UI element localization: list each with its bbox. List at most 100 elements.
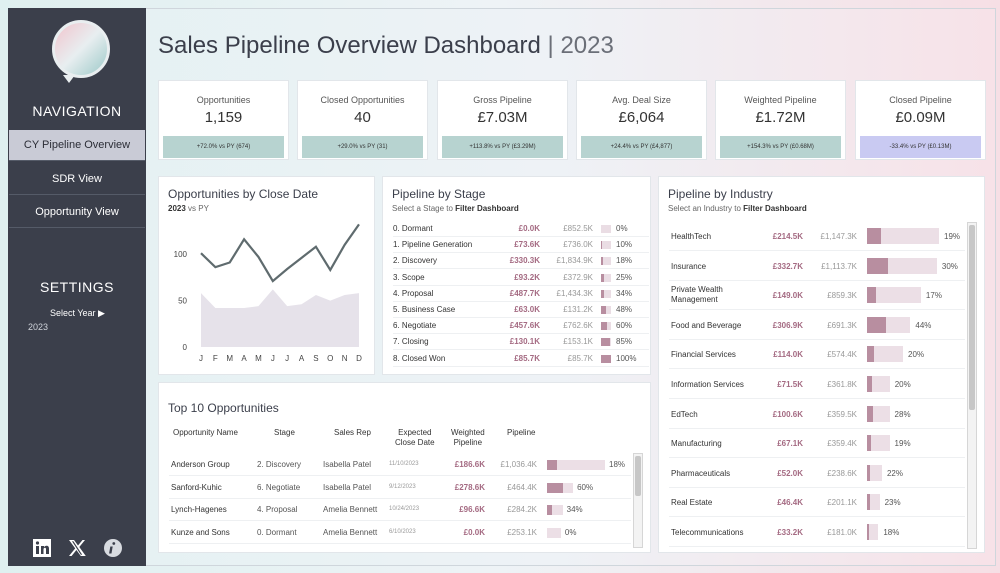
- column-header-stage[interactable]: Stage: [274, 428, 295, 437]
- column-header-name[interactable]: Opportunity Name: [173, 428, 238, 437]
- kpi-label: Closed Opportunities: [320, 95, 405, 105]
- linkedin-icon[interactable]: [32, 538, 52, 558]
- industry-cy-value: £332.7K: [772, 261, 803, 271]
- scroll-thumb[interactable]: [635, 456, 641, 496]
- opp-stage: 6. Negotiate: [257, 482, 301, 492]
- industry-pct: 17%: [925, 291, 942, 301]
- kpi-card-gross-pipeline[interactable]: Gross Pipeline £7.03M +113.8% vs PY (£3.…: [437, 80, 568, 160]
- industry-row[interactable]: Insurance £332.7K £1,113.7K 30%: [669, 252, 965, 281]
- industry-cy-value: £71.5K: [777, 380, 803, 389]
- industry-row[interactable]: Private Wealth Management £149.0K £859.3K 1…: [669, 281, 965, 311]
- industry-name: Real Estate: [671, 498, 713, 508]
- stage-py-value: £131.2K: [563, 305, 593, 314]
- cy-line-series[interactable]: [200, 223, 360, 283]
- industry-py-value: £574.4K: [827, 350, 857, 360]
- stage-row[interactable]: 8. Closed Won £85.7K £85.7K 100%: [393, 351, 649, 367]
- stage-row[interactable]: 0. Dormant £0.0K £852.5K 0%: [393, 221, 649, 237]
- x-twitter-icon[interactable]: [67, 538, 87, 558]
- industry-pct: 18%: [883, 528, 900, 537]
- industry-row[interactable]: Financial Services £114.0K £574.4K 20%: [669, 340, 965, 370]
- stage-py-value: £762.6K: [563, 321, 593, 331]
- stage-bar-fill: [601, 273, 604, 282]
- stage-row[interactable]: 6. Negotiate £457.6K £762.6K 60%: [393, 318, 649, 335]
- stage-row[interactable]: 5. Business Case £63.0K £131.2K 48%: [393, 302, 649, 318]
- industry-bar: [867, 376, 890, 392]
- nav-item-opportunity-view[interactable]: Opportunity View: [9, 197, 145, 228]
- stage-row[interactable]: 4. Proposal £487.7K £1,434.3K 34%: [393, 286, 649, 302]
- py-area-series[interactable]: [201, 289, 359, 347]
- nav-item-sdr-view[interactable]: SDR View: [9, 164, 145, 195]
- industry-py-value: £181.0K: [827, 528, 857, 537]
- table-row[interactable]: Sanford-Kuhic 6. Negotiate Isabella Patel 9…: [169, 476, 631, 499]
- x-tick-label: J: [271, 354, 275, 363]
- kpi-card-weighted-pipeline[interactable]: Weighted Pipeline £1.72M +154.3% vs PY (…: [715, 80, 846, 160]
- x-tick-label: D: [356, 354, 362, 363]
- stage-row[interactable]: 3. Scope £93.2K £372.9K 25%: [393, 270, 649, 286]
- stage-py-value: £736.0K: [563, 240, 593, 250]
- industry-row[interactable]: Food and Beverage £306.9K £691.3K 44%: [669, 311, 965, 340]
- stage-bar: [601, 273, 611, 282]
- stage-pct: 18%: [616, 256, 633, 266]
- stage-py-value: £85.7K: [567, 353, 593, 363]
- column-header-close[interactable]: Expected Close Date: [395, 428, 435, 447]
- stage-name: 1. Pipeline Generation: [393, 240, 473, 250]
- industry-bar-fill: [867, 464, 871, 481]
- kpi-card-closed-opportunities[interactable]: Closed Opportunities 40 +29.0% vs PY (31…: [297, 80, 428, 160]
- industry-scrollbar[interactable]: [967, 222, 977, 549]
- industry-cy-value: £100.6K: [772, 409, 803, 419]
- nav-item-cy-pipeline-overview[interactable]: CY Pipeline Overview: [9, 130, 145, 161]
- stage-row[interactable]: 2. Discovery £330.3K £1,834.9K 18%: [393, 253, 649, 270]
- column-header-pipeline[interactable]: Pipeline: [507, 428, 536, 437]
- stage-row[interactable]: 7. Closing £130.1K £153.1K 85%: [393, 334, 649, 351]
- opp-close-date: 10/24/2023: [389, 506, 420, 512]
- stage-bar: [601, 354, 611, 363]
- opp-pipeline: £284.2K: [507, 505, 537, 514]
- industry-pct: 19%: [894, 439, 911, 449]
- industry-row[interactable]: HealthTech £214.5K £1,147.3K 19%: [669, 222, 965, 251]
- kpi-card-avg-deal-size[interactable]: Avg. Deal Size £6,064 +24.4% vs PY (£4,8…: [576, 80, 707, 160]
- industry-cy-value: £52.0K: [777, 468, 803, 478]
- industry-cy-value: £46.4K: [777, 498, 803, 508]
- panel-title: Opportunities by Close Date: [168, 187, 319, 201]
- kpi-card-opportunities[interactable]: Opportunities 1,159 +72.0% vs PY (674): [158, 80, 289, 160]
- stage-pct: 10%: [616, 240, 633, 250]
- scroll-thumb[interactable]: [969, 225, 975, 410]
- table-row[interactable]: Kunze and Sons 0. Dormant Amelia Bennett 6/…: [169, 521, 631, 544]
- industry-row[interactable]: Information Services £71.5K £361.8K 20%: [669, 370, 965, 399]
- opp-name: Anderson Group: [171, 460, 230, 469]
- industry-row[interactable]: Manufacturing £67.1K £359.4K 19%: [669, 429, 965, 459]
- opp-bar: [547, 460, 605, 470]
- industry-bar: [867, 287, 921, 304]
- industry-cy-value: £114.0K: [773, 350, 803, 360]
- stage-py-value: £852.5K: [563, 224, 593, 233]
- column-header-weighted[interactable]: Weighted Pipeline: [451, 428, 485, 447]
- stage-row[interactable]: 1. Pipeline Generation £73.6K £736.0K 10%: [393, 237, 649, 254]
- industry-row[interactable]: Real Estate £46.4K £201.1K 23%: [669, 488, 965, 518]
- stage-name: 4. Proposal: [393, 288, 434, 298]
- kpi-card-closed-pipeline[interactable]: Closed Pipeline £0.09M -33.4% vs PY (£0.…: [855, 80, 986, 160]
- opp-pct: 60%: [577, 482, 594, 492]
- industry-row[interactable]: Telecommunications £33.2K £181.0K 18%: [669, 518, 965, 547]
- select-year-label[interactable]: Select Year ▶: [50, 308, 105, 318]
- industry-bar-fill: [867, 494, 870, 511]
- stage-pct: 100%: [616, 353, 637, 363]
- kpi-label: Opportunities: [196, 95, 251, 105]
- year-selector[interactable]: 2023: [28, 322, 49, 332]
- opp-pct: 34%: [566, 505, 583, 514]
- column-header-rep[interactable]: Sales Rep: [334, 428, 371, 437]
- panel-title: Top 10 Opportunities: [168, 401, 279, 415]
- info-icon[interactable]: [103, 538, 123, 558]
- industry-row[interactable]: Pharmaceuticals £52.0K £238.6K 22%: [669, 459, 965, 488]
- industry-row[interactable]: EdTech £100.6K £359.5K 28%: [669, 400, 965, 429]
- stage-bar: [601, 241, 611, 250]
- kpi-badge: -33.4% vs PY (£0.13M): [860, 136, 981, 158]
- industry-bar-fill: [867, 524, 870, 540]
- industry-bar-fill: [867, 346, 875, 363]
- stage-cy-value: £130.1K: [509, 337, 540, 347]
- table-row[interactable]: Anderson Group 2. Discovery Isabella Patel…: [169, 453, 631, 476]
- x-tick-label: S: [313, 354, 318, 363]
- top10-scrollbar[interactable]: [633, 453, 643, 548]
- industry-bar-fill: [867, 316, 887, 333]
- table-row[interactable]: Lynch-Hagenes 4. Proposal Amelia Bennett 10…: [169, 498, 631, 521]
